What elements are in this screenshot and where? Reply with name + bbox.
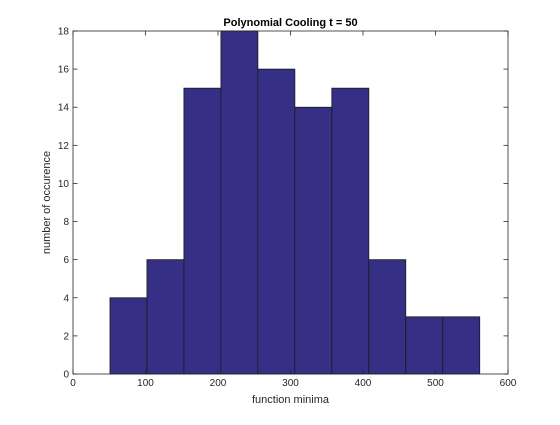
y-tick-label-6: 12 [58, 141, 70, 152]
x-tick-label-6: 600 [500, 378, 517, 389]
y-tick-label-2: 4 [63, 293, 69, 304]
x-tick-label-0: 0 [70, 378, 76, 389]
histogram-bar-6 [295, 107, 332, 374]
y-tick-label-1: 2 [63, 331, 69, 342]
histogram-bar-2 [147, 260, 184, 374]
y-tick-label-8: 16 [58, 65, 70, 76]
y-tick-label-5: 10 [58, 179, 70, 190]
y-tick-label-0: 0 [63, 370, 69, 381]
chart-title: Polynomial Cooling t = 50 [223, 17, 357, 29]
histogram-bar-9 [406, 317, 443, 374]
histogram-bar-5 [258, 69, 295, 374]
x-tick-label-1: 100 [137, 378, 154, 389]
histogram-bar-4 [221, 31, 258, 374]
y-tick-label-3: 6 [63, 255, 69, 266]
x-tick-label-3: 300 [282, 378, 299, 389]
histogram-bar-10 [443, 317, 480, 374]
histogram-bar-8 [369, 260, 406, 374]
y-tick-label-4: 8 [63, 217, 69, 228]
x-tick-label-5: 500 [427, 378, 444, 389]
y-tick-label-7: 14 [58, 103, 70, 114]
y-tick-label-9: 18 [58, 27, 70, 38]
x-tick-label-2: 200 [210, 378, 227, 389]
histogram-bar-1 [110, 298, 147, 374]
x-axis-title: function minima [252, 394, 330, 406]
y-axis-title: number of occurence [41, 151, 53, 254]
histogram-bar-7 [332, 88, 369, 374]
histogram-bar-3 [184, 88, 221, 374]
x-tick-label-4: 400 [355, 378, 372, 389]
